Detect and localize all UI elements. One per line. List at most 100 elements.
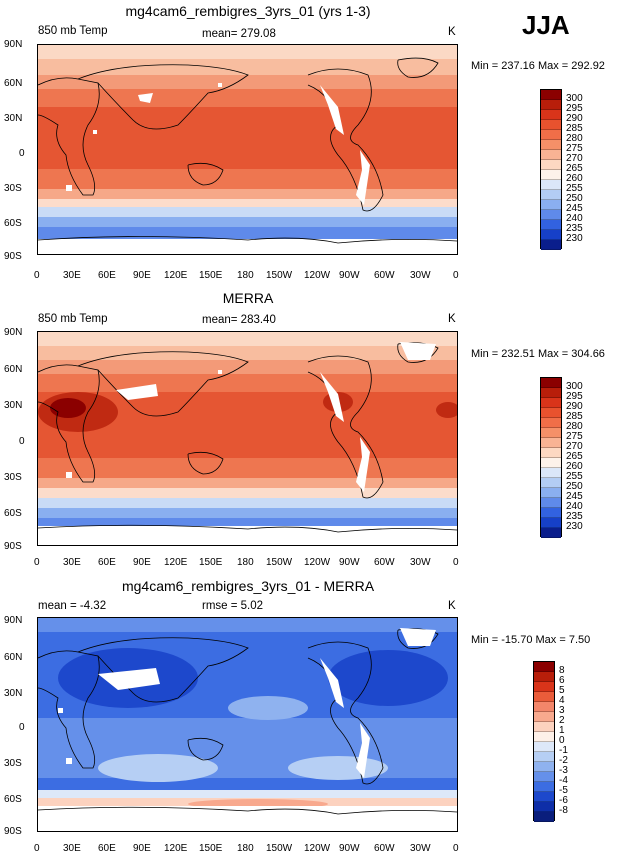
lat-tick: 90N (4, 327, 23, 338)
lon-tick: 30E (63, 843, 81, 854)
lon-tick: 90E (133, 270, 151, 281)
lat-tick: 60N (4, 652, 23, 663)
lon-tick: 60E (98, 843, 116, 854)
colorbar-label: 270 (566, 153, 583, 164)
colorbar-label: -8 (559, 805, 568, 816)
colorbar-swatch (541, 428, 561, 438)
lon-tick: 150E (199, 557, 223, 568)
colorbar-swatch (541, 180, 561, 190)
colorbar-label: -1 (559, 745, 568, 756)
colorbar-swatch (541, 378, 561, 388)
lat-tick: 60S (4, 794, 22, 805)
lon-tick: 60E (98, 557, 116, 568)
lon-tick: 180 (237, 270, 254, 281)
colorbar-label: 6 (559, 675, 565, 686)
colorbar-label: 250 (566, 193, 583, 204)
season-label: JJA (522, 10, 570, 40)
colorbar-swatch (541, 210, 561, 220)
temperature-map (37, 331, 458, 546)
colorbar-label: 8 (559, 665, 565, 676)
lon-tick: 150E (199, 843, 223, 854)
lon-tick: 0 (453, 843, 459, 854)
colorbar-label: 260 (566, 173, 583, 184)
colorbar-label: 300 (566, 93, 583, 104)
units-label: K (448, 26, 456, 38)
variable-label: 850 mb Temp (38, 313, 108, 325)
lon-tick: 60E (98, 270, 116, 281)
lon-tick: 90E (133, 843, 151, 854)
colorbar-swatch (534, 782, 554, 792)
colorbar-label: 280 (566, 421, 583, 432)
lon-tick: 0 (34, 843, 40, 854)
map-canvas (38, 45, 457, 254)
colorbar-swatch (541, 150, 561, 160)
lat-tick: 60N (4, 364, 23, 375)
mean-label: mean = -4.32 (38, 600, 107, 612)
colorbar-swatch (541, 488, 561, 498)
colorbar-swatch (534, 662, 554, 672)
lon-tick: 60W (374, 270, 395, 281)
colorbar-label: 235 (566, 511, 583, 522)
colorbar-label: 265 (566, 451, 583, 462)
lon-tick: 30W (410, 557, 431, 568)
colorbar-swatch (534, 672, 554, 682)
colorbar-swatch (541, 498, 561, 508)
lon-ticks: 0 30E 60E 90E 120E 150E 180 150W 120W 90… (0, 557, 644, 571)
colorbar-swatch (534, 682, 554, 692)
colorbar-swatch (534, 812, 554, 822)
colorbar (540, 377, 562, 538)
mean-label: mean= 279.08 (202, 28, 276, 40)
colorbar-swatch (541, 408, 561, 418)
colorbar-swatch (541, 468, 561, 478)
rmse-label: rmse = 5.02 (202, 600, 264, 612)
colorbar-label: 4 (559, 695, 565, 706)
lon-tick: 0 (34, 270, 40, 281)
lon-tick: 150W (266, 270, 293, 281)
colorbar-swatch (534, 702, 554, 712)
colorbar-label: 285 (566, 411, 583, 422)
lon-tick: 30W (410, 270, 431, 281)
colorbar-swatch (541, 110, 561, 120)
colorbar-label: -2 (559, 755, 568, 766)
colorbar-swatch (534, 732, 554, 742)
colorbar-label: 255 (566, 471, 583, 482)
colorbar-swatch (541, 160, 561, 170)
colorbar (540, 89, 562, 250)
colorbar-swatch (541, 130, 561, 140)
lat-tick: 60S (4, 508, 22, 519)
colorbar-label: 245 (566, 491, 583, 502)
colorbar-label: 255 (566, 183, 583, 194)
lon-ticks: 0 30E 60E 90E 120E 150E 180 150W 120W 90… (0, 843, 644, 857)
lat-tick: 90N (4, 615, 23, 626)
colorbar-label: -5 (559, 785, 568, 796)
lat-tick: 0 (19, 436, 25, 447)
colorbar-swatch (541, 458, 561, 468)
min-max-label: Min = -15.70 Max = 7.50 (471, 634, 591, 646)
colorbar-swatch (534, 792, 554, 802)
colorbar-label: 240 (566, 213, 583, 224)
lat-tick: 30N (4, 688, 23, 699)
colorbar-swatch (541, 438, 561, 448)
colorbar-label: -4 (559, 775, 568, 786)
lat-tick: 30S (4, 183, 22, 194)
lat-tick: 0 (19, 722, 25, 733)
colorbar-swatch (541, 528, 561, 538)
colorbar-label: 295 (566, 103, 583, 114)
lon-tick: 0 (453, 557, 459, 568)
colorbar-swatch (541, 240, 561, 250)
lat-tick: 30S (4, 472, 22, 483)
lon-tick: 60W (374, 843, 395, 854)
colorbar-label: 290 (566, 401, 583, 412)
lon-tick: 90W (339, 270, 360, 281)
lon-tick: 90W (339, 557, 360, 568)
colorbar-swatch (541, 418, 561, 428)
colorbar-swatch (541, 140, 561, 150)
colorbar-label: 3 (559, 705, 565, 716)
lon-tick: 30E (63, 557, 81, 568)
lon-tick: 180 (237, 843, 254, 854)
colorbar-swatch (541, 478, 561, 488)
lat-tick: 0 (19, 148, 25, 159)
colorbar-swatch (541, 200, 561, 210)
lat-tick: 90N (4, 39, 23, 50)
lon-tick: 90W (339, 843, 360, 854)
